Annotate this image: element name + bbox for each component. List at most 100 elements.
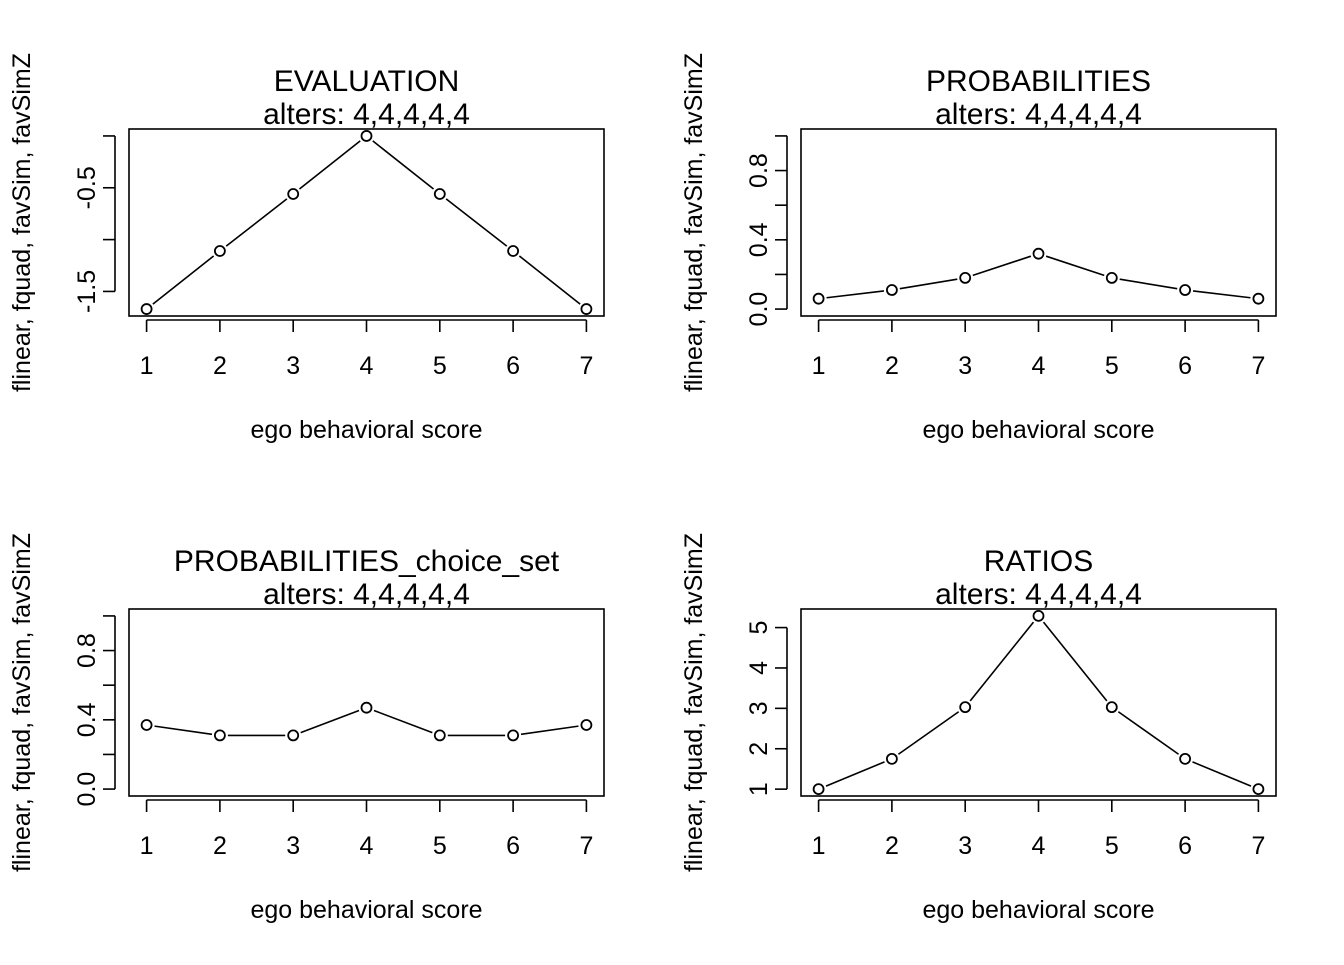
series-segment: [445, 198, 508, 247]
x-tick-label: 1: [812, 832, 826, 860]
x-tick-label: 1: [140, 832, 154, 860]
data-point: [1032, 247, 1045, 260]
x-axis-label: ego behavioral score: [922, 896, 1154, 924]
y-tick-label: -1.5: [73, 270, 101, 313]
y-axis-label: flinear, fquad, favSim, favSimZ: [8, 53, 36, 392]
y-tick-label: 0.8: [745, 153, 773, 188]
x-tick-label: 2: [885, 352, 899, 380]
x-tick-label: 3: [958, 352, 972, 380]
series-segment: [154, 725, 213, 736]
x-tick-label: 1: [140, 352, 154, 380]
data-point: [213, 729, 226, 742]
y-axis-label: flinear, fquad, favSim, favSimZ: [680, 53, 708, 392]
data-point: [507, 245, 520, 257]
y-tick-label: 5: [745, 621, 773, 635]
data-point: [287, 188, 300, 200]
series-segment: [518, 255, 581, 305]
x-tick-label: 2: [213, 832, 227, 860]
data-point: [360, 701, 373, 714]
data-point: [959, 701, 972, 714]
x-tick-label: 7: [579, 832, 593, 860]
data-point: [1252, 783, 1265, 796]
data-point: [580, 719, 593, 731]
x-tick-label: 6: [506, 352, 520, 380]
y-tick-label: 1: [745, 782, 773, 796]
series-segment: [373, 709, 433, 734]
data-point: [433, 729, 446, 742]
x-tick-label: 6: [1178, 832, 1192, 860]
x-tick-label: 5: [433, 832, 447, 860]
series-segment: [520, 725, 579, 736]
x-tick-label: 2: [885, 832, 899, 860]
data-point: [507, 729, 520, 742]
plot-box: [800, 608, 1277, 797]
data-point: [885, 752, 898, 765]
data-point: [140, 719, 153, 731]
data-point: [580, 303, 593, 315]
series-segment: [1192, 290, 1251, 299]
y-tick-label: 0.8: [73, 633, 101, 668]
series-segment: [825, 761, 885, 787]
chart-subtitle: alters: 4,4,4,4,4: [935, 578, 1142, 611]
series-segment: [298, 140, 361, 190]
series-segment: [300, 709, 360, 734]
y-tick-label: 0.0: [73, 772, 101, 807]
y-tick-label: 4: [745, 661, 773, 675]
y-axis-label: flinear, fquad, favSim, favSimZ: [8, 533, 36, 872]
chart-subtitle: alters: 4,4,4,4,4: [263, 98, 470, 131]
chart-title: PROBABILITIES_choice_set: [174, 545, 560, 578]
x-tick-label: 6: [1178, 352, 1192, 380]
data-point: [1105, 701, 1118, 714]
data-point: [1179, 284, 1192, 296]
data-point: [140, 303, 153, 315]
series-segment: [899, 278, 958, 290]
data-point: [1105, 272, 1118, 284]
series-segment: [1042, 621, 1108, 702]
data-point: [360, 130, 373, 142]
series-segment: [1192, 761, 1252, 787]
data-point: [213, 245, 226, 257]
chart-title: PROBABILITIES: [926, 65, 1151, 98]
x-tick-label: 6: [506, 832, 520, 860]
x-tick-label: 7: [579, 352, 593, 380]
series-segment: [152, 255, 215, 305]
plot-box: [800, 128, 1277, 317]
y-tick-label: 2: [745, 742, 773, 756]
x-tick-label: 3: [958, 832, 972, 860]
data-point: [812, 292, 825, 305]
x-tick-label: 5: [1105, 832, 1119, 860]
series-segment: [897, 711, 960, 755]
series-segment: [969, 621, 1035, 702]
data-point: [287, 729, 300, 742]
x-axis-label: ego behavioral score: [250, 416, 482, 444]
x-tick-label: 4: [1032, 832, 1046, 860]
y-tick-label: 0.0: [745, 292, 773, 327]
x-tick-label: 5: [433, 352, 447, 380]
series-segment: [1045, 255, 1105, 277]
x-tick-label: 2: [213, 352, 227, 380]
series-segment: [225, 198, 288, 247]
x-tick-label: 7: [1251, 832, 1265, 860]
data-point: [1179, 752, 1192, 765]
chart-title: EVALUATION: [274, 65, 460, 98]
series-segment: [826, 290, 885, 299]
chart-title: RATIOS: [984, 545, 1093, 578]
chart-subtitle: alters: 4,4,4,4,4: [263, 578, 470, 611]
data-point: [959, 272, 972, 284]
x-axis-label: ego behavioral score: [250, 896, 482, 924]
data-point: [1252, 292, 1265, 305]
plot-box: [128, 128, 605, 317]
chart-subtitle: alters: 4,4,4,4,4: [935, 98, 1142, 131]
x-tick-label: 1: [812, 352, 826, 380]
y-tick-label: 3: [745, 701, 773, 715]
plot-box: [128, 608, 605, 797]
x-tick-label: 3: [286, 832, 300, 860]
y-tick-label: 0.4: [73, 702, 101, 737]
x-tick-label: 4: [360, 352, 374, 380]
series-segment: [1119, 278, 1178, 290]
